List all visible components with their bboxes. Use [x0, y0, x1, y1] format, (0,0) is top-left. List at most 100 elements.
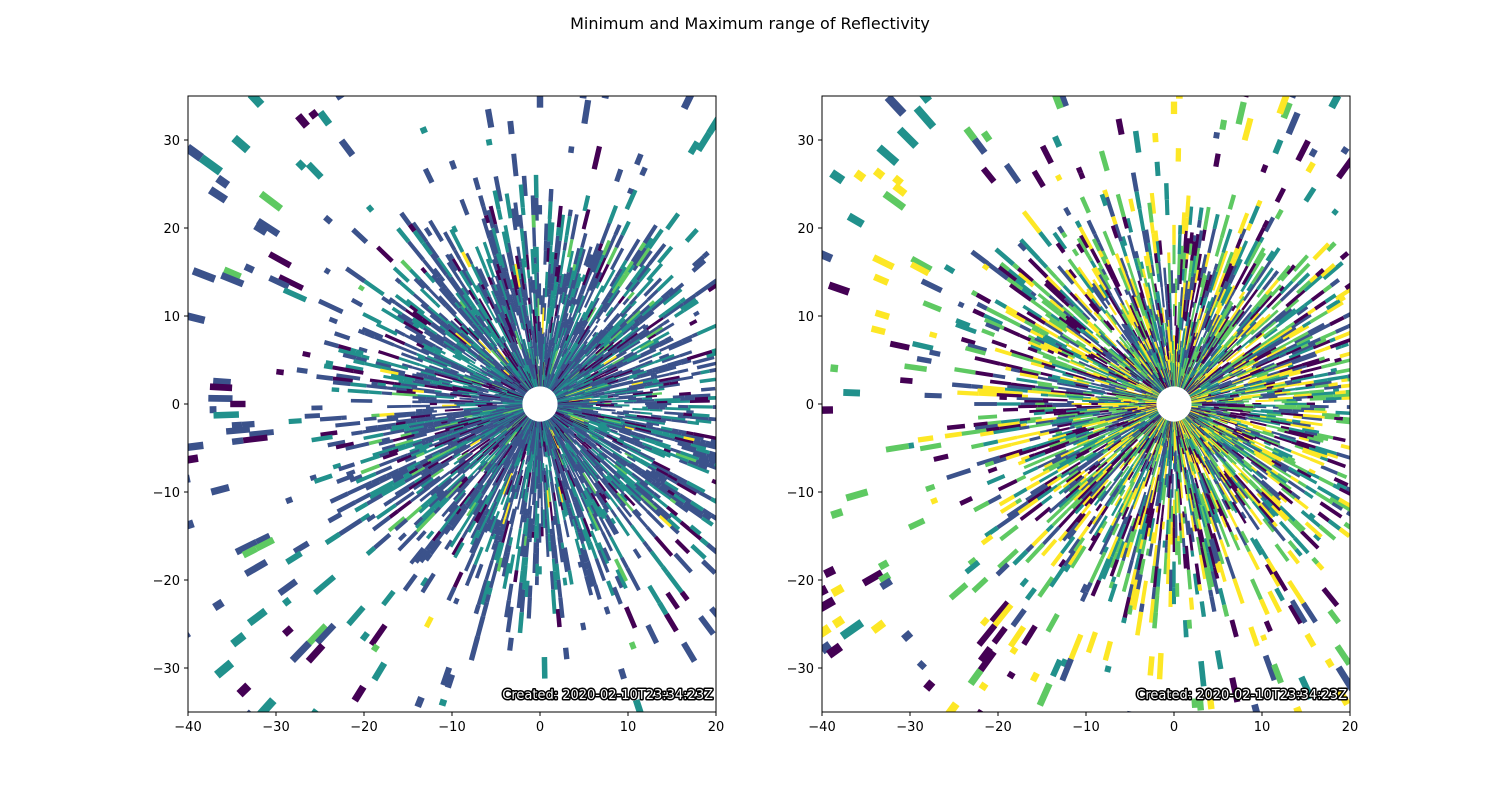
radar-gate: [607, 292, 614, 299]
radar-gate: [592, 397, 616, 402]
radar-gate: [501, 335, 507, 343]
radar-gate: [507, 329, 515, 343]
radar-ray: [308, 108, 530, 391]
radar-gate: [638, 355, 653, 364]
radar-gate: [631, 369, 645, 376]
radar-gate: [533, 174, 539, 198]
radar-gate: [496, 208, 503, 220]
radar-gate: [679, 350, 693, 358]
radar-gate: [575, 325, 592, 349]
radar-gate: [1130, 172, 1139, 192]
radar-gate: [583, 356, 604, 372]
radar-gate: [567, 320, 575, 335]
radar-gate: [495, 284, 506, 307]
radar-gate: [649, 388, 659, 392]
radar-gate: [402, 320, 424, 335]
radar-gate: [1370, 162, 1385, 178]
radar-gate: [588, 303, 604, 327]
radar-gate: [626, 375, 638, 380]
radar-gate: [677, 368, 689, 374]
radar-ray: [365, 204, 530, 392]
radar-gate: [606, 312, 620, 328]
radar-gate: [188, 144, 204, 162]
radar-gate: [700, 386, 716, 392]
radar-gate: [639, 304, 651, 316]
radar-gate: [616, 360, 624, 366]
radar-gate: [1160, 286, 1165, 308]
radar-gate: [613, 333, 624, 343]
radar-gate: [570, 214, 579, 240]
radar-gate: [684, 393, 711, 398]
radar-gate: [582, 195, 591, 212]
radar-gate: [559, 273, 565, 288]
radar-gate: [460, 324, 470, 334]
radar-gate: [545, 307, 550, 330]
radar-gate: [515, 255, 521, 270]
radar-gate: [577, 354, 592, 369]
radar-ray: [188, 144, 527, 395]
radar-gate: [478, 195, 486, 207]
radar-gate: [1374, 394, 1384, 399]
radar-gate: [1150, 30, 1159, 43]
radar-gate: [586, 349, 605, 366]
radar-gate: [554, 281, 559, 296]
radar-gate: [603, 355, 617, 365]
radar-gate: [571, 271, 580, 290]
radar-gate: [614, 387, 627, 392]
radar-gate: [673, 309, 685, 318]
radar-gate: [618, 394, 634, 399]
radar-gate: [652, 331, 670, 343]
radar-gate: [550, 342, 556, 354]
radar-gate: [591, 249, 604, 273]
radar-gate: [641, 296, 663, 317]
radar-gate: [1215, 18, 1225, 34]
radar-gate: [1308, 148, 1318, 158]
radar-gate: [460, 305, 472, 320]
radar-gate: [1003, 162, 1022, 184]
radar-gate: [1219, 119, 1228, 131]
radar-gate: [662, 302, 685, 320]
radar-gate: [626, 390, 644, 395]
radar-gate: [532, 309, 536, 328]
radar-gate: [323, 214, 333, 225]
radar-gate: [605, 312, 623, 331]
radar-gate: [549, 322, 554, 340]
radar-gate: [614, 234, 625, 249]
radar-gate: [558, 214, 566, 241]
radar-gate: [1482, 195, 1500, 213]
radar-gate: [453, 317, 463, 327]
radar-gate: [1493, 300, 1500, 309]
radar-gate: [473, 298, 479, 306]
radar-gate: [1324, 345, 1332, 351]
radar-gate: [1416, 351, 1434, 360]
radar-gate: [593, 358, 616, 373]
radar-gate: [593, 394, 600, 398]
radar-gate: [412, 229, 425, 245]
radar-gate: [647, 333, 657, 341]
radar-gate: [495, 269, 502, 281]
radar-gate: [595, 317, 601, 325]
radar-gate: [447, 329, 467, 346]
radar-gate: [479, 347, 490, 357]
figure-title: Minimum and Maximum range of Reflectivit…: [570, 14, 930, 33]
radar-gate: [466, 327, 480, 342]
radar-gate: [668, 282, 685, 297]
radar-gate: [601, 96, 610, 100]
radar-gate: [626, 384, 648, 390]
radar-gate: [560, 297, 570, 323]
radar-gate: [527, 297, 531, 305]
radar-gate: [484, 319, 494, 332]
radar-gate: [589, 277, 598, 292]
radar-gate: [568, 303, 574, 314]
radar-gate: [512, 322, 517, 330]
radar-gate: [619, 368, 641, 378]
radar-gate: [423, 226, 433, 237]
radar-gate: [1196, 219, 1202, 228]
radar-gate: [485, 108, 495, 129]
radar-gate: [475, 284, 488, 304]
radar-gate: [1430, 178, 1453, 198]
radar-ray: [485, 138, 538, 387]
radar-gate: [543, 343, 548, 360]
radar-gate: [602, 301, 610, 311]
radar-gate: [547, 294, 551, 308]
